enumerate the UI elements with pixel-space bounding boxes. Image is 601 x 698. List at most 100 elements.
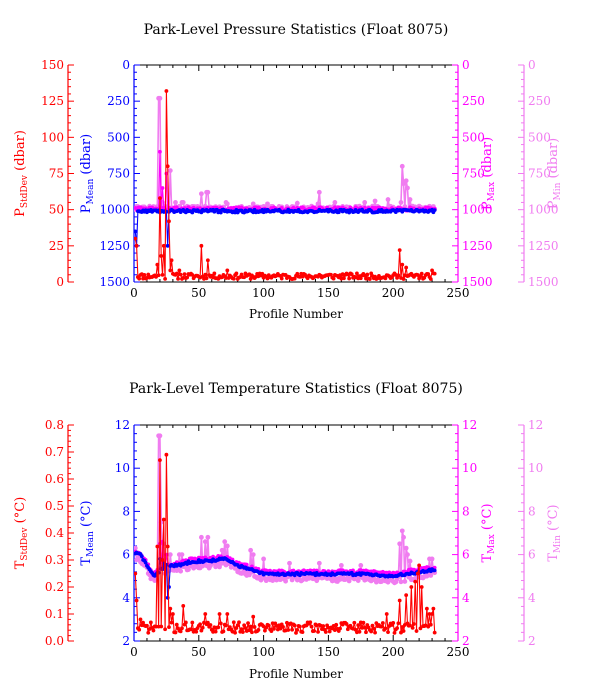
temperature-stddev-point <box>248 624 253 629</box>
pressure-min-point <box>362 200 368 205</box>
temperature-stddev-point <box>243 626 248 630</box>
pressure-stddev-point <box>292 276 297 281</box>
temperature-stddev-point <box>264 625 269 630</box>
temperature-stddev-point <box>266 623 271 628</box>
pressure-min-point <box>372 198 378 204</box>
temperature-stddev-point <box>410 626 415 630</box>
pressure-stddev-point <box>347 276 352 281</box>
pressure-stddev-line <box>134 91 435 281</box>
pressure-x-tick-label: 200 <box>382 286 405 300</box>
temperature-min-tick-label: 8 <box>528 504 536 518</box>
temperature-stddev-tick-label: 0.5 <box>45 499 64 513</box>
pressure-stddev-label-sub: StdDev <box>20 174 30 208</box>
pressure-stddev-point <box>134 236 138 241</box>
temperature-stddev-point <box>134 571 138 576</box>
temperature-min-point <box>178 568 184 574</box>
pressure-stddev-point <box>155 262 160 267</box>
temperature-stddev-point <box>362 625 367 630</box>
temperature-mean-point <box>167 585 171 589</box>
pressure-x-tick-label: 250 <box>447 286 470 300</box>
temperature-stddev-point <box>160 558 165 562</box>
pressure-max-tick-label: 1000 <box>462 203 493 217</box>
temperature-stddev-point <box>225 612 230 616</box>
pressure-min-line <box>134 97 436 213</box>
pressure-stddev-point <box>428 277 433 281</box>
pressure-chart-title: Park-Level Pressure Statistics (Float 80… <box>144 22 449 38</box>
temperature-stddev-point <box>161 517 166 522</box>
temperature-stddev-point <box>401 629 406 633</box>
pressure-min-tick-label: 750 <box>528 167 551 181</box>
temperature-stddev-point <box>239 627 244 632</box>
temperature-min-tick-label: 6 <box>528 548 536 562</box>
temperature-stddev-point <box>199 628 204 633</box>
temperature-stddev-point <box>426 624 431 629</box>
temperature-stddev-point <box>221 629 226 634</box>
pressure-stddev-point <box>342 276 346 281</box>
temperature-stddev-point <box>392 630 397 635</box>
pressure-stddev-point <box>331 276 336 281</box>
temperature-stddev-line <box>134 454 436 635</box>
temperature-stddev-point <box>170 612 175 616</box>
pressure-min-point <box>294 200 300 206</box>
temperature-x-tick-label: 150 <box>317 645 340 659</box>
temperature-stddev-point <box>198 622 203 627</box>
temperature-min-point <box>385 579 391 585</box>
pressure-stddev-point <box>163 277 168 281</box>
pressure-stddev-point <box>430 268 434 273</box>
pressure-min-point <box>385 197 391 202</box>
temperature-stddev-point <box>224 623 228 628</box>
temperature-stddev-tick-label: 0.2 <box>45 580 64 594</box>
temperature-x-axis-label: Profile Number <box>249 667 343 681</box>
temperature-stddev-point <box>308 620 313 625</box>
pressure-min-tick-label: 1000 <box>528 203 559 217</box>
temperature-stddev-point <box>250 630 254 635</box>
temperature-stddev-point <box>415 571 420 576</box>
pressure-max-tick-label: 0 <box>462 58 470 72</box>
temperature-stddev-point <box>417 563 422 568</box>
pressure-panel: Park-Level Pressure Statistics (Float 80… <box>13 22 563 321</box>
temperature-stddev-point <box>281 625 285 629</box>
temperature-stddev-tick-label: 0.1 <box>45 607 64 621</box>
temperature-mean-point <box>139 554 144 559</box>
temperature-min-point <box>401 534 406 540</box>
temperature-min-point <box>358 563 364 568</box>
pressure-stddev-point <box>401 277 406 281</box>
pressure-x-tick-label: 50 <box>191 286 206 300</box>
pressure-mean-point <box>432 208 437 213</box>
pressure-stddev-point <box>400 262 405 267</box>
pressure-x-tick-label: 0 <box>130 286 138 300</box>
pressure-x-axis-label: Profile Number <box>249 307 343 321</box>
pressure-stddev-point <box>142 273 147 277</box>
pressure-stddev-point <box>156 273 161 278</box>
pressure-stddev-point <box>137 276 142 281</box>
temperature-stddev-point <box>409 585 414 589</box>
temperature-plot-area: 0 50 100 150 200 250 0.0 0.1 0.2 0.3 0.4 0.5 0.6 0.7 0… <box>13 418 563 659</box>
pressure-min-point <box>403 178 409 184</box>
temperature-stddev-point <box>371 626 376 631</box>
temperature-stddev-point <box>148 620 153 625</box>
temperature-stddev-point <box>263 628 267 633</box>
temperature-min-point <box>205 534 211 540</box>
temperature-stddev-point <box>194 629 199 634</box>
temperature-stddev-point <box>327 629 332 634</box>
pressure-min-label-unit: (dbar) <box>546 138 561 183</box>
temperature-min-point <box>405 552 410 557</box>
temperature-stddev-point <box>246 621 250 626</box>
pressure-min-point <box>224 201 230 207</box>
temperature-stddev-point <box>158 458 162 462</box>
pressure-min-tick-label: 1250 <box>528 239 559 253</box>
temperature-stddev-point <box>183 620 188 625</box>
temperature-stddev-point <box>208 623 213 627</box>
temperature-min-point <box>198 534 204 540</box>
temperature-min-tick-label: 10 <box>528 461 543 475</box>
pressure-stddev-point <box>329 272 333 277</box>
temperature-stddev-point <box>151 628 156 633</box>
temperature-stddev-point <box>181 604 186 608</box>
temperature-min-label-unit: (°C) <box>546 504 561 535</box>
temperature-min-point <box>316 560 322 566</box>
pressure-stddev-point <box>383 276 388 281</box>
temperature-stddev-point <box>240 630 245 634</box>
temperature-stddev-point <box>397 598 402 603</box>
temperature-stddev-label-main: T <box>13 560 28 569</box>
